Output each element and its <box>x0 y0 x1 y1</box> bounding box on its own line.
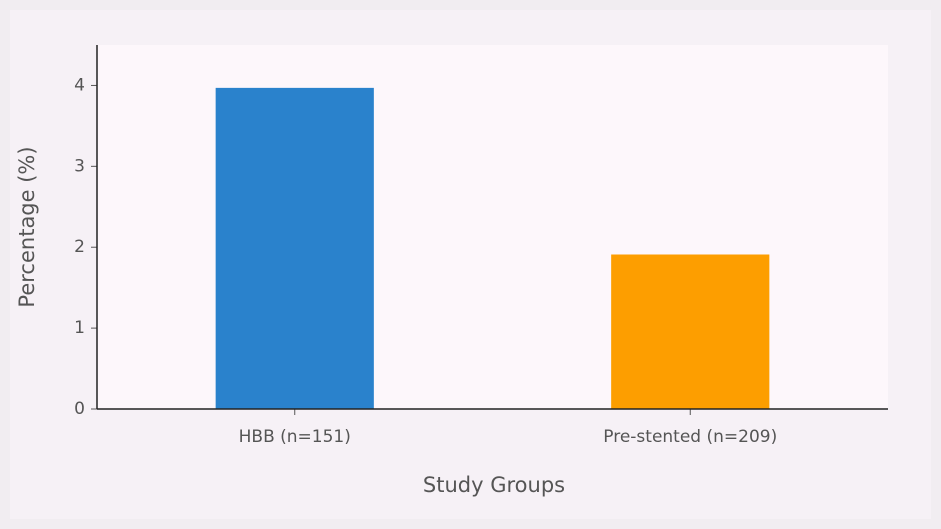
y-axis-title: Percentage (%) <box>15 146 39 307</box>
y-tick-label: 3 <box>74 156 85 176</box>
bar <box>611 254 770 409</box>
y-tick-label: 2 <box>74 237 85 257</box>
bar <box>215 87 374 410</box>
x-tick-label: HBB (n=151) <box>239 427 351 447</box>
y-tick-label: 0 <box>74 399 85 419</box>
y-tick-label: 1 <box>74 318 85 338</box>
x-tick-label: Pre-stented (n=209) <box>603 427 777 447</box>
x-axis-title: Study Groups <box>423 473 565 497</box>
y-tick-label: 4 <box>74 75 85 95</box>
